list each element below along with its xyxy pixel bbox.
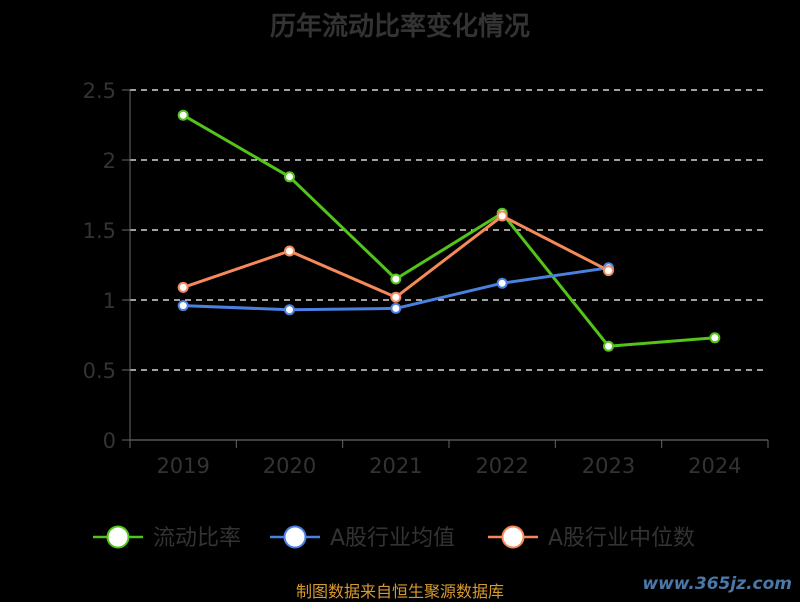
x-tick-label: 2020 bbox=[263, 454, 316, 478]
series-3 bbox=[177, 210, 614, 303]
legend-label: 流动比率 bbox=[153, 526, 241, 551]
data-point bbox=[496, 210, 508, 222]
y-tick-label: 1.5 bbox=[83, 219, 116, 243]
data-point bbox=[177, 281, 189, 293]
x-tick-label: 2021 bbox=[369, 454, 422, 478]
data-point bbox=[284, 171, 295, 183]
series-1 bbox=[177, 109, 721, 352]
y-tick-label: 2.5 bbox=[83, 79, 116, 103]
legend-label: A股行业中位数 bbox=[548, 526, 695, 551]
y-tick-label: 0 bbox=[103, 429, 116, 453]
y-tick-label: 0.5 bbox=[83, 359, 116, 383]
legend-marker bbox=[501, 525, 525, 549]
data-point bbox=[390, 302, 402, 314]
y-tick-label: 1 bbox=[103, 289, 116, 313]
data-point bbox=[603, 340, 614, 352]
x-tick-label: 2019 bbox=[156, 454, 209, 478]
data-point bbox=[284, 304, 295, 316]
legend-item: 流动比率 bbox=[93, 525, 241, 551]
data-point bbox=[284, 245, 295, 257]
legend-marker bbox=[283, 525, 307, 549]
series-line bbox=[182, 214, 610, 299]
data-point bbox=[496, 277, 508, 289]
legend-label: A股行业均值 bbox=[330, 526, 455, 551]
x-tick-label: 2024 bbox=[688, 454, 741, 478]
data-point bbox=[177, 300, 189, 312]
legend-marker bbox=[106, 525, 130, 549]
source-note: 制图数据来自恒生聚源数据库 bbox=[295, 582, 504, 601]
y-tick-label: 2 bbox=[103, 149, 116, 173]
series-line bbox=[182, 113, 715, 348]
data-point bbox=[390, 291, 402, 303]
legend-item: A股行业均值 bbox=[270, 525, 455, 551]
x-tick-label: 2022 bbox=[475, 454, 528, 478]
data-point bbox=[709, 332, 721, 344]
data-point bbox=[603, 265, 614, 277]
legend-item: A股行业中位数 bbox=[488, 525, 695, 551]
watermark: www.365jz.com bbox=[642, 574, 792, 594]
chart-title: 历年流动比率变化情况 bbox=[269, 12, 530, 42]
x-tick-label: 2023 bbox=[582, 454, 635, 478]
data-point bbox=[177, 109, 189, 121]
data-point bbox=[390, 273, 402, 285]
